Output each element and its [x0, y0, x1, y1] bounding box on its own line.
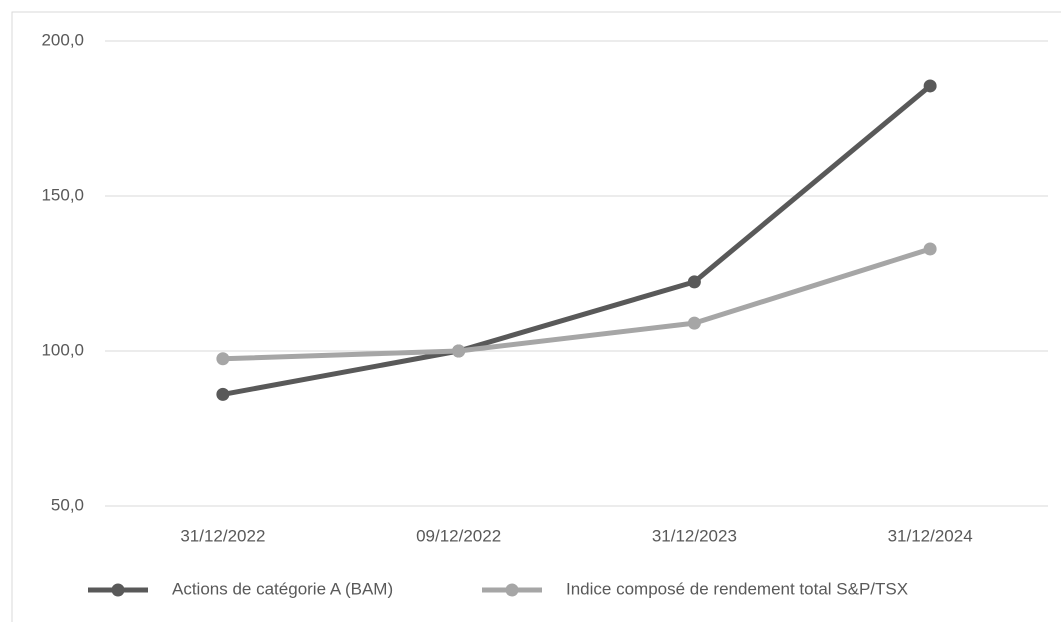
- legend-marker: [111, 583, 125, 597]
- chart-frame: [11, 11, 1061, 622]
- legend-marker: [505, 583, 519, 597]
- legend-label: Indice composé de rendement total S&P/TS…: [566, 579, 908, 598]
- y-tick-label: 150,0: [41, 185, 84, 204]
- data-point: [216, 387, 230, 401]
- data-point: [923, 242, 937, 256]
- x-tick-label: 31/12/2023: [652, 526, 737, 545]
- data-point: [216, 352, 230, 366]
- y-tick-label: 200,0: [41, 30, 84, 49]
- x-tick-label: 31/12/2024: [888, 526, 973, 545]
- data-point: [687, 275, 701, 289]
- series-line: [222, 246, 931, 362]
- series-line: [222, 84, 932, 397]
- legend-label: Actions de catégorie A (BAM): [172, 579, 393, 598]
- data-point: [452, 344, 466, 358]
- x-tick-label: 31/12/2022: [180, 526, 265, 545]
- x-tick-label: 09/12/2022: [416, 526, 501, 545]
- data-point: [923, 79, 937, 93]
- data-point: [687, 316, 701, 330]
- y-tick-label: 50,0: [51, 495, 84, 514]
- y-tick-label: 100,0: [41, 340, 84, 359]
